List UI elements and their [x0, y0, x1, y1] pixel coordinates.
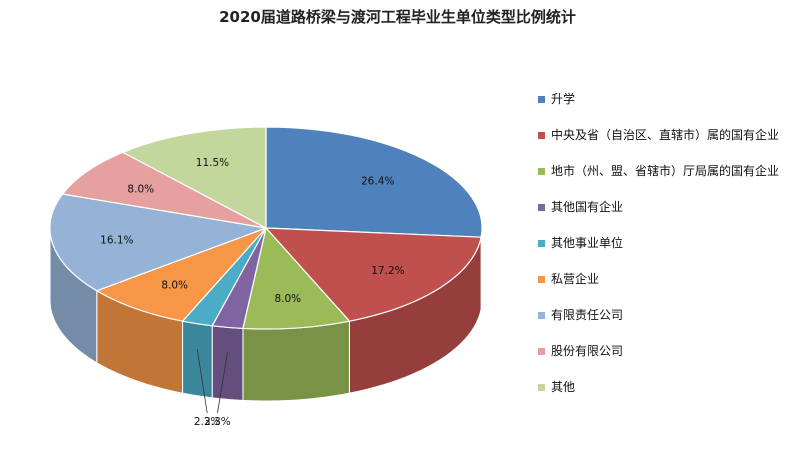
legend-label: 股份有限公司	[551, 344, 624, 358]
legend-label: 私营企业	[551, 272, 600, 286]
legend-swatch	[538, 204, 545, 211]
data-label-slice-2: 8.0%	[274, 293, 301, 305]
legend-item-3: 其他国有企业	[538, 200, 793, 215]
legend-swatch	[538, 240, 545, 247]
data-label-slice-0: 26.4%	[361, 175, 394, 187]
data-label-slice-4: 2.3%	[194, 416, 221, 428]
pie-side-slice-2	[242, 320, 350, 402]
data-label-slice-6: 16.1%	[100, 235, 133, 247]
pie-slice-8	[121, 126, 267, 229]
pie-slice-7	[61, 151, 267, 229]
legend-swatch	[538, 312, 545, 319]
pie-slice-6	[49, 193, 269, 292]
legend-label: 其他国有企业	[551, 200, 624, 214]
data-label-slice-1: 17.2%	[371, 265, 404, 277]
chart-title: 2020届道路桥梁与渡河工程毕业生单位类型比例统计	[219, 8, 576, 26]
data-label-slice-7: 8.0%	[127, 183, 154, 195]
legend-item-1: 中央及省（自治区、直辖市）属的国有企业	[538, 128, 793, 143]
legend-label: 有限责任公司	[551, 308, 624, 322]
data-label-slice-8: 11.5%	[196, 157, 229, 169]
leader-line-slice-3	[217, 352, 228, 414]
legend-label: 其他	[551, 380, 576, 394]
legend-item-5: 私营企业	[538, 272, 793, 287]
data-label-slice-3: 2.3%	[204, 416, 231, 428]
pie-side-slice-3	[211, 325, 244, 401]
leader-line-slice-4	[196, 348, 208, 414]
legend-swatch	[538, 96, 545, 103]
legend-item-0: 升学	[538, 92, 793, 107]
pie-slice-1	[264, 227, 482, 322]
legend-item-4: 其他事业单位	[538, 236, 793, 251]
legend-swatch	[538, 384, 545, 391]
pie-slice-2	[242, 226, 351, 330]
legend-label: 地市（州、盟、省辖市）厅局属的国有企业	[551, 164, 780, 178]
legend-label: 升学	[551, 92, 576, 106]
legend-item-7: 股份有限公司	[538, 344, 793, 359]
legend-swatch	[538, 276, 545, 283]
pie-side-slice-4	[182, 320, 213, 399]
pie-slice-0	[265, 126, 483, 238]
legend-label: 其他事业单位	[551, 236, 624, 250]
legend-swatch	[538, 168, 545, 175]
legend-item-2: 地市（州、盟、省辖市）厅局属的国有企业	[538, 164, 793, 179]
legend-label: 中央及省（自治区、直辖市）属的国有企业	[551, 128, 780, 142]
legend-swatch	[538, 348, 545, 355]
legend-item-8: 其他	[538, 380, 793, 395]
legend-item-6: 有限责任公司	[538, 308, 793, 323]
legend-swatch	[538, 132, 545, 139]
data-label-slice-5: 8.0%	[161, 279, 188, 291]
pie-slice-5	[95, 227, 267, 322]
